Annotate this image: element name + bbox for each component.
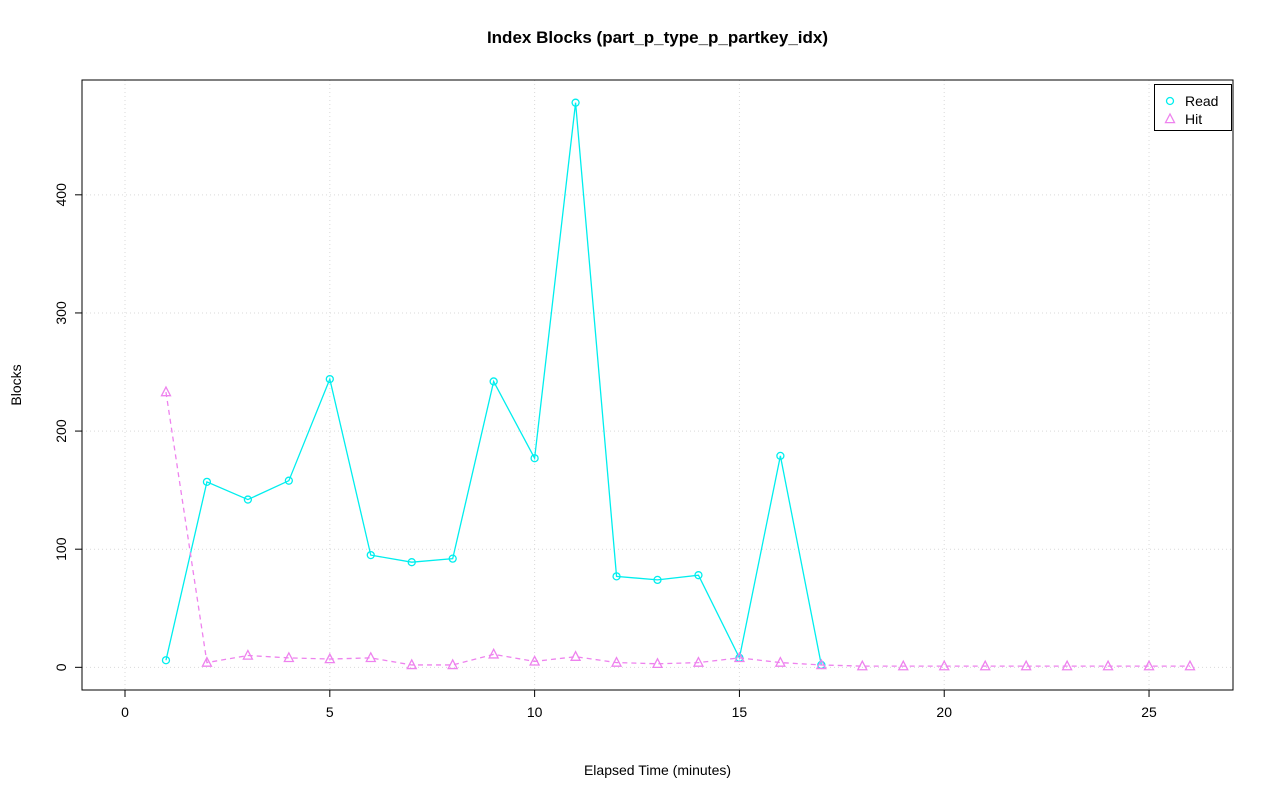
y-tick-label: 300	[53, 301, 69, 325]
legend-label: Read	[1185, 93, 1218, 109]
series-marker-read	[161, 656, 171, 665]
legend-label: Hit	[1185, 111, 1202, 127]
series-marker-hit	[242, 649, 254, 660]
series-marker-hit	[1102, 659, 1114, 671]
x-tick-label: 0	[121, 704, 129, 720]
series-marker-hit	[1184, 659, 1196, 671]
series-marker-hit	[815, 658, 827, 670]
series-marker-hit	[324, 652, 336, 664]
series-marker-hit	[447, 658, 459, 670]
series-marker-hit	[856, 659, 868, 671]
legend-box	[1154, 84, 1232, 131]
series-marker-hit	[651, 657, 664, 669]
series-marker-read	[448, 554, 457, 563]
plot-box	[81, 79, 1234, 691]
series-marker-hit	[610, 656, 623, 667]
series-marker-hit	[406, 658, 418, 670]
series-marker-read	[284, 476, 294, 485]
series-marker-read	[776, 451, 785, 461]
x-axis-label: Elapsed Time (minutes)	[583, 762, 732, 778]
series-marker-read	[571, 98, 580, 107]
series-marker-hit	[938, 659, 950, 671]
series-marker-hit	[488, 647, 500, 659]
series-line-hit	[165, 391, 1190, 667]
series-marker-read	[407, 558, 416, 567]
series-marker-hit	[201, 656, 213, 667]
x-tick-label: 5	[326, 704, 334, 720]
series-marker-read	[366, 550, 375, 560]
y-tick-label: 0	[53, 663, 69, 671]
series-marker-read	[489, 377, 498, 386]
series-line-read	[165, 102, 822, 666]
series-marker-hit	[692, 656, 705, 667]
series-marker-hit	[1020, 659, 1032, 671]
series-marker-hit	[774, 656, 786, 667]
y-tick-label: 200	[53, 419, 69, 443]
series-marker-hit	[979, 659, 991, 671]
x-tick-label: 15	[732, 704, 748, 720]
series-marker-hit	[365, 651, 377, 663]
series-marker-read	[243, 495, 253, 504]
series-marker-read	[325, 374, 334, 384]
y-tick-label: 100	[53, 537, 69, 561]
x-tick-label: 20	[936, 704, 952, 720]
series-marker-read	[202, 477, 212, 487]
y-axis-label: Blocks	[8, 364, 24, 406]
series-marker-hit	[570, 650, 582, 661]
series-marker-read	[694, 571, 703, 580]
x-tick-label: 25	[1141, 704, 1157, 720]
chart-title: Index Blocks (part_p_type_p_partkey_idx)	[486, 28, 829, 47]
y-tick-label: 400	[53, 183, 69, 207]
legend-marker-read	[1165, 96, 1175, 106]
series-marker-hit	[160, 385, 172, 397]
series-marker-read	[653, 575, 662, 585]
series-marker-read	[612, 572, 621, 581]
x-tick-label: 10	[527, 704, 543, 720]
series-marker-hit	[1061, 659, 1073, 671]
series-marker-read	[530, 454, 539, 463]
series-marker-hit	[283, 651, 295, 663]
series-marker-hit	[897, 659, 909, 671]
legend-marker-hit	[1164, 112, 1176, 124]
series-marker-hit	[1143, 659, 1155, 671]
series-marker-hit	[733, 651, 745, 663]
series-marker-hit	[529, 655, 541, 666]
